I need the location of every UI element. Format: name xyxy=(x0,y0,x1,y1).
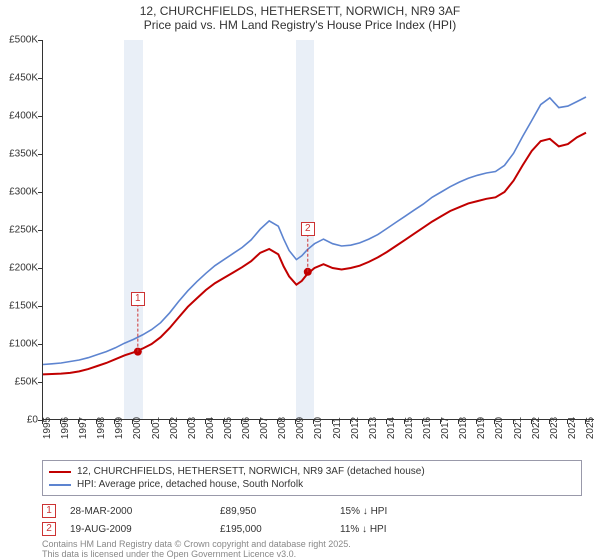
y-tick-label: £200K xyxy=(9,263,38,274)
transaction-price: £195,000 xyxy=(220,524,340,535)
legend-swatch xyxy=(49,471,71,473)
x-tick-label: 2002 xyxy=(169,417,180,439)
x-tick-label: 2025 xyxy=(585,417,596,439)
x-tick-label: 2006 xyxy=(241,417,252,439)
x-tick-label: 1998 xyxy=(96,417,107,439)
legend: 12, CHURCHFIELDS, HETHERSETT, NORWICH, N… xyxy=(42,460,582,496)
legend-label: HPI: Average price, detached house, Sout… xyxy=(77,479,303,490)
transaction-hpi: 15% ↓ HPI xyxy=(340,506,460,517)
y-axis: £0£50K£100K£150K£200K£250K£300K£350K£400… xyxy=(0,40,42,420)
y-tick-label: £400K xyxy=(9,111,38,122)
transaction-row: 2 19-AUG-2009 £195,000 11% ↓ HPI xyxy=(42,520,582,538)
marker-number-box: 1 xyxy=(131,292,145,306)
footer: Contains HM Land Registry data © Crown c… xyxy=(42,540,582,560)
legend-item-hpi: HPI: Average price, detached house, Sout… xyxy=(49,478,575,491)
y-tick-label: £50K xyxy=(15,377,38,388)
marker-number-box: 2 xyxy=(301,222,315,236)
x-tick-label: 2015 xyxy=(404,417,415,439)
y-tick-label: £500K xyxy=(9,35,38,46)
x-tick-label: 2021 xyxy=(513,417,524,439)
y-tick-label: £350K xyxy=(9,149,38,160)
x-tick-label: 2024 xyxy=(567,417,578,439)
chart-svg xyxy=(43,40,594,419)
y-tick-label: £0 xyxy=(27,415,38,426)
x-tick-label: 2013 xyxy=(368,417,379,439)
x-tick-label: 2016 xyxy=(422,417,433,439)
x-tick-label: 1999 xyxy=(114,417,125,439)
y-tick-label: £100K xyxy=(9,339,38,350)
x-tick-label: 2011 xyxy=(332,417,343,439)
chart-title: 12, CHURCHFIELDS, HETHERSETT, NORWICH, N… xyxy=(0,0,600,34)
transaction-date: 28-MAR-2000 xyxy=(70,506,220,517)
transaction-hpi: 11% ↓ HPI xyxy=(340,524,460,535)
transaction-marker: 1 xyxy=(42,504,56,518)
x-tick-label: 2010 xyxy=(313,417,324,439)
transaction-date: 19-AUG-2009 xyxy=(70,524,220,535)
transaction-rows: 1 28-MAR-2000 £89,950 15% ↓ HPI 2 19-AUG… xyxy=(42,502,582,538)
x-tick-label: 2014 xyxy=(386,417,397,439)
legend-label: 12, CHURCHFIELDS, HETHERSETT, NORWICH, N… xyxy=(77,466,425,477)
x-tick-label: 2017 xyxy=(440,417,451,439)
x-tick-label: 1997 xyxy=(78,417,89,439)
chart-container: 12, CHURCHFIELDS, HETHERSETT, NORWICH, N… xyxy=(0,0,600,560)
transaction-price: £89,950 xyxy=(220,506,340,517)
x-tick-label: 2007 xyxy=(259,417,270,439)
x-tick-label: 1995 xyxy=(42,417,53,439)
transaction-marker: 2 xyxy=(42,522,56,536)
x-tick-label: 2004 xyxy=(205,417,216,439)
x-tick-label: 2023 xyxy=(549,417,560,439)
title-address: 12, CHURCHFIELDS, HETHERSETT, NORWICH, N… xyxy=(0,4,600,18)
y-tick-label: £450K xyxy=(9,73,38,84)
x-tick-label: 2019 xyxy=(476,417,487,439)
x-tick-label: 2003 xyxy=(187,417,198,439)
legend-swatch xyxy=(49,484,71,486)
footer-line2: This data is licensed under the Open Gov… xyxy=(42,550,582,560)
x-tick-label: 2008 xyxy=(277,417,288,439)
x-axis: 1995 1996 1997 1998 1999 2000 2001 2002 2003 2004… xyxy=(42,420,594,460)
x-tick-label: 2022 xyxy=(531,417,542,439)
x-tick-label: 2018 xyxy=(458,417,469,439)
y-tick-label: £250K xyxy=(9,225,38,236)
x-tick-label: 1996 xyxy=(60,417,71,439)
x-tick-label: 2000 xyxy=(132,417,143,439)
y-tick-label: £150K xyxy=(9,301,38,312)
plot-area: 12 xyxy=(42,40,594,420)
x-tick-label: 2001 xyxy=(151,417,162,439)
x-tick-label: 2009 xyxy=(295,417,306,439)
x-tick-label: 2020 xyxy=(494,417,505,439)
series-property xyxy=(43,133,586,375)
x-tick-label: 2012 xyxy=(350,417,361,439)
title-subtitle: Price paid vs. HM Land Registry's House … xyxy=(0,18,600,32)
y-tick-label: £300K xyxy=(9,187,38,198)
legend-item-property: 12, CHURCHFIELDS, HETHERSETT, NORWICH, N… xyxy=(49,465,575,478)
x-tick-label: 2005 xyxy=(223,417,234,439)
transaction-row: 1 28-MAR-2000 £89,950 15% ↓ HPI xyxy=(42,502,582,520)
